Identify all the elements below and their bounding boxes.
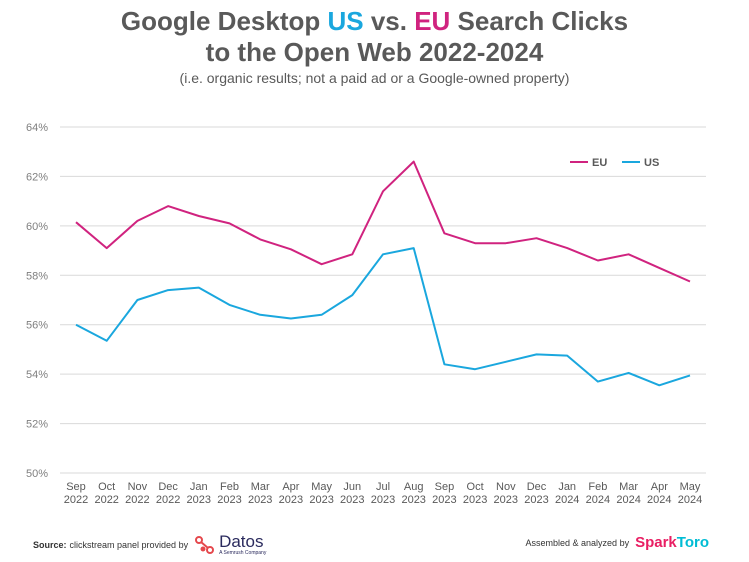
x-tick-label-month: Sep (66, 481, 86, 493)
y-tick-label: 50% (26, 468, 48, 480)
x-tick-label-year: 2024 (678, 494, 702, 506)
y-tick-label: 56% (26, 320, 48, 332)
x-tick-label-month: Feb (588, 481, 607, 493)
y-tick-label: 58% (26, 270, 48, 282)
x-tick-label-year: 2023 (248, 494, 272, 506)
x-tick-label-month: Jan (190, 481, 208, 493)
toro-text: Toro (676, 534, 709, 551)
legend-label-us: US (644, 157, 659, 169)
x-tick-label-year: 2023 (187, 494, 211, 506)
y-tick-label: 54% (26, 369, 48, 381)
x-tick-label-month: Oct (467, 481, 484, 493)
y-tick-label: 64% (26, 122, 48, 134)
datos-name: Datos (219, 532, 264, 551)
x-tick-label-month: May (680, 481, 701, 493)
x-tick-label-month: Mar (619, 481, 638, 493)
title-text-part: vs. (363, 6, 415, 36)
x-tick-label-year: 2023 (217, 494, 241, 506)
x-tick-label-year: 2023 (279, 494, 303, 506)
x-tick-label-year: 2024 (647, 494, 671, 506)
source-text: clickstream panel provided by (69, 540, 189, 550)
x-tick-label-month: Apr (282, 481, 299, 493)
x-tick-label-month: Mar (251, 481, 270, 493)
legend-label-eu: EU (592, 157, 607, 169)
x-tick-label-month: Jul (376, 481, 390, 493)
datos-icon (195, 536, 215, 554)
assembled-footer: Assembled & analyzed by SparkToro (526, 534, 709, 551)
source-label: Source: (33, 540, 67, 550)
sparktoro-logo: SparkToro (635, 534, 709, 551)
x-tick-label-month: Aug (404, 481, 424, 493)
x-tick-label-month: Nov (128, 481, 148, 493)
datos-logo: Datos A Semrush Company (194, 532, 267, 556)
x-tick-label-month: Nov (496, 481, 516, 493)
spark-text: Spark (635, 534, 677, 551)
x-tick-label-month: Dec (527, 481, 547, 493)
x-tick-label-month: Jun (343, 481, 361, 493)
datos-sub: A Semrush Company (219, 550, 267, 556)
x-tick-label-year: 2022 (94, 494, 118, 506)
x-tick-label-month: May (311, 481, 332, 493)
chart-subtitle: (i.e. organic results; not a paid ad or … (179, 70, 570, 86)
title-text-part: Search Clicks (450, 6, 629, 36)
source-footer: Source: clickstream panel provided by Da… (33, 532, 267, 556)
x-tick-label-year: 2023 (371, 494, 395, 506)
x-tick-label-year: 2023 (463, 494, 487, 506)
chart-title-line1: Google Desktop US vs. EU Search Clicks (0, 6, 749, 37)
x-tick-label-month: Dec (158, 481, 178, 493)
x-tick-label-year: 2023 (432, 494, 456, 506)
x-tick-label-month: Feb (220, 481, 239, 493)
x-tick-label-year: 2022 (156, 494, 180, 506)
x-tick-label-month: Oct (98, 481, 115, 493)
x-tick-label-year: 2024 (555, 494, 579, 506)
title-us: US (327, 6, 364, 36)
x-tick-label-month: Sep (435, 481, 455, 493)
y-tick-label: 52% (26, 419, 48, 431)
x-tick-label-year: 2023 (340, 494, 364, 506)
y-tick-label: 60% (26, 221, 48, 233)
title-eu: EU (414, 6, 451, 36)
y-tick-label: 62% (26, 171, 48, 183)
title-text-part: Google Desktop (120, 6, 328, 36)
x-tick-label-year: 2024 (586, 494, 610, 506)
x-tick-label-year: 2022 (125, 494, 149, 506)
x-tick-label-year: 2023 (494, 494, 518, 506)
x-tick-label-year: 2022 (64, 494, 88, 506)
x-tick-label-year: 2023 (401, 494, 425, 506)
x-tick-label-year: 2023 (309, 494, 333, 506)
assembled-text: Assembled & analyzed by (525, 537, 630, 548)
chart-title-line2: to the Open Web 2022-2024 (205, 37, 544, 67)
x-tick-label-year: 2024 (616, 494, 640, 506)
x-tick-label-year: 2023 (524, 494, 548, 506)
series-line-eu (75, 160, 691, 283)
x-tick-label-month: Apr (651, 481, 668, 493)
series-line-us (75, 247, 691, 387)
x-tick-label-month: Jan (558, 481, 576, 493)
